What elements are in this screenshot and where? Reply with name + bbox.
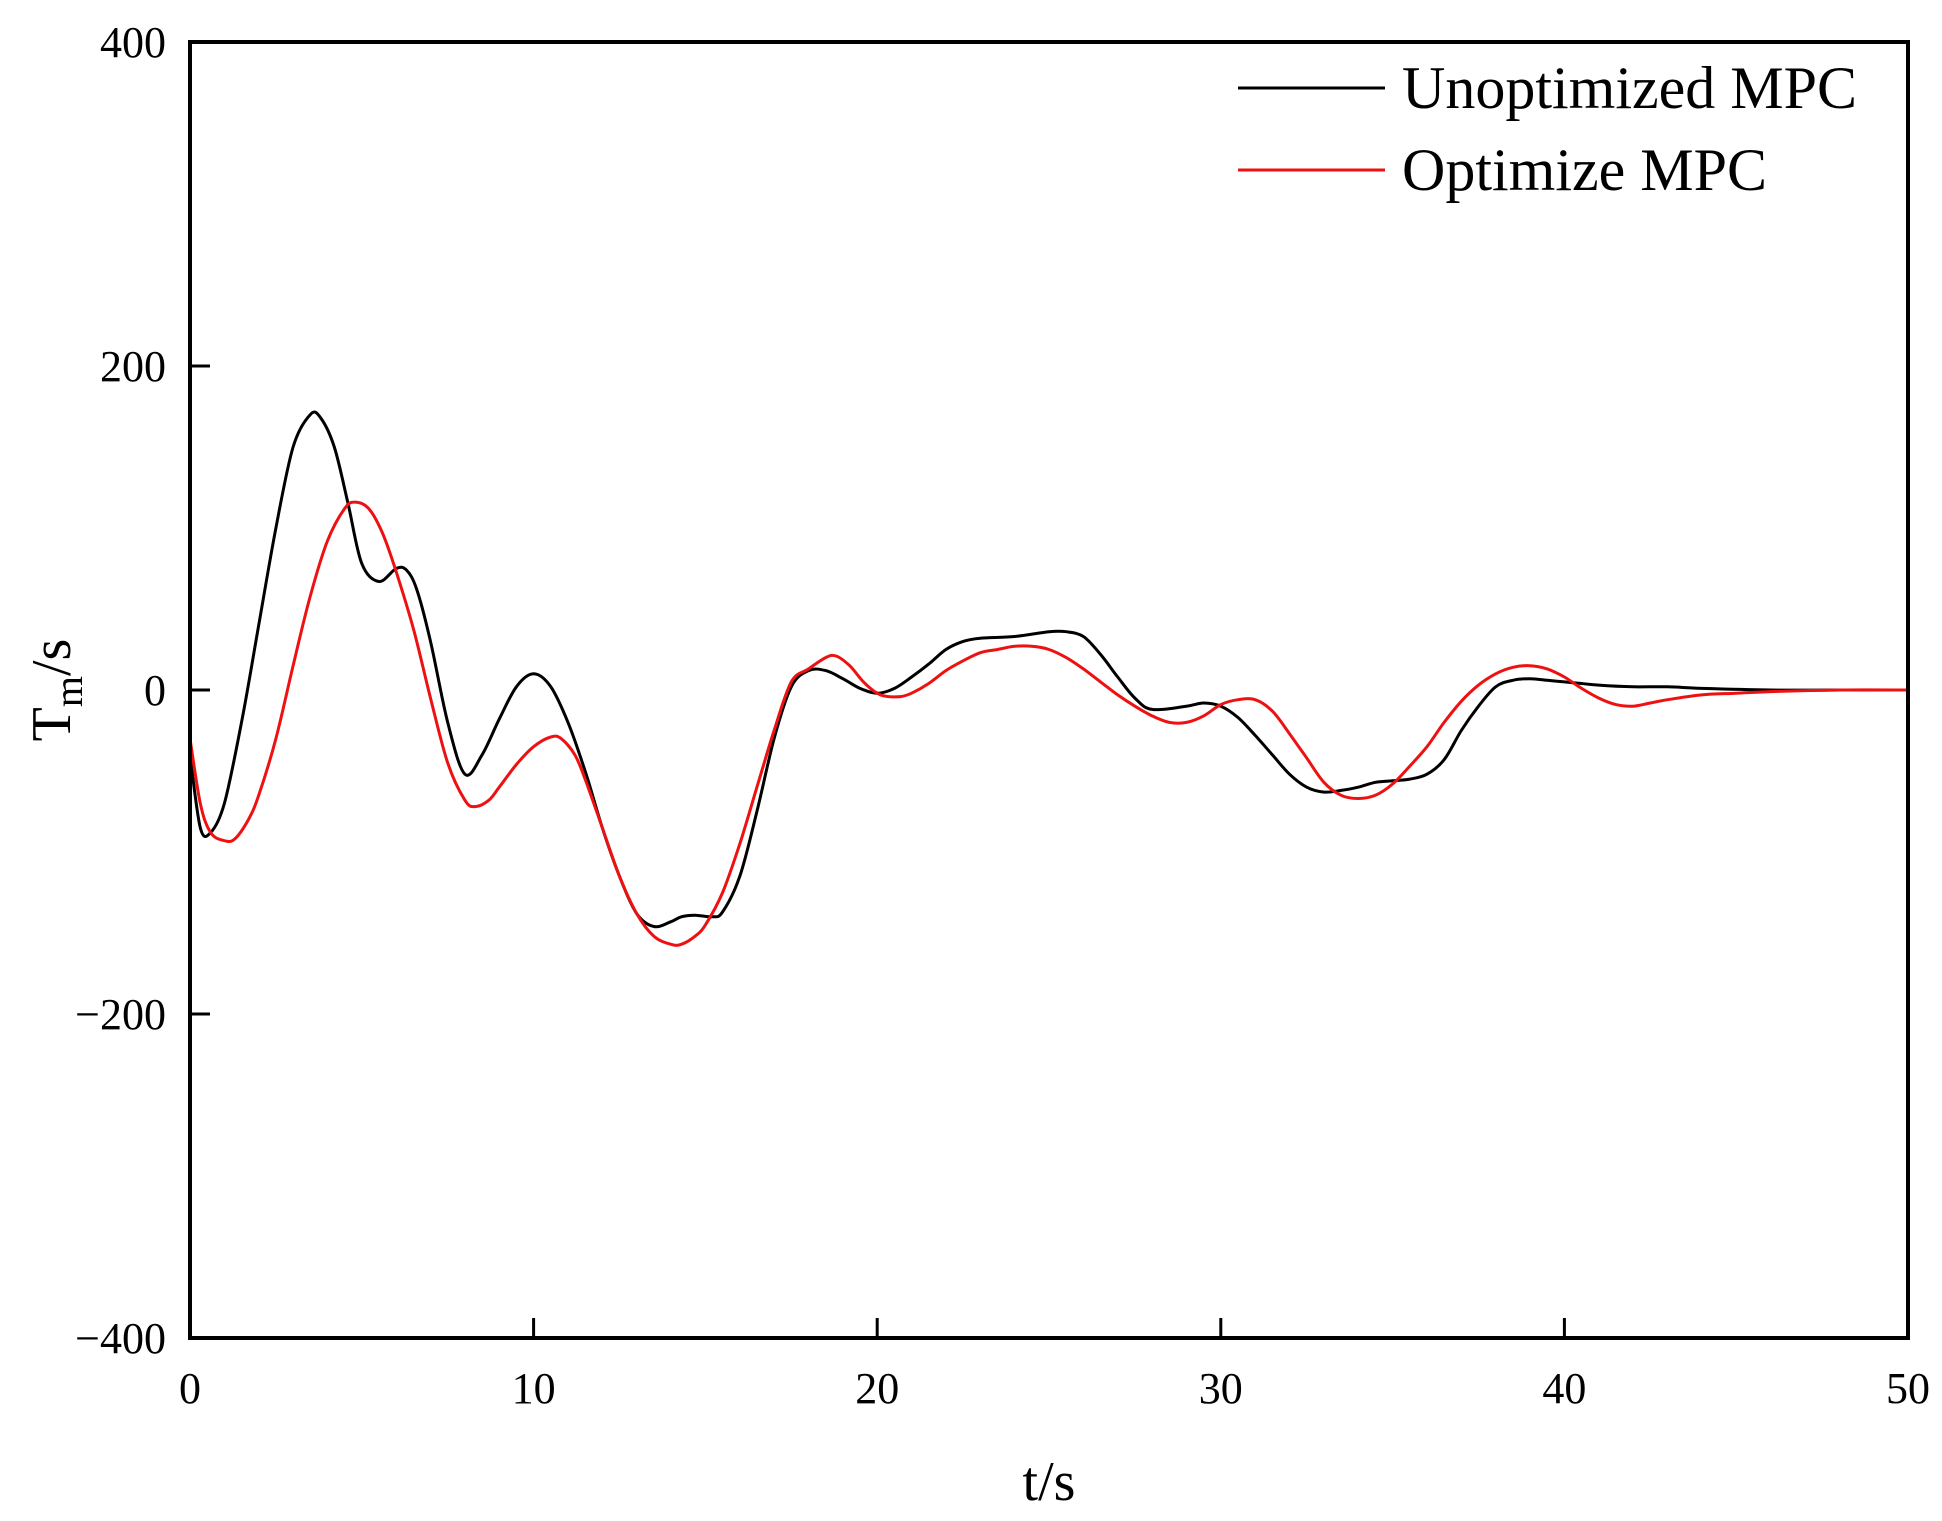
- x-tick-label: 20: [855, 1364, 899, 1413]
- y-tick-label: 0: [144, 666, 166, 715]
- y-tick-label: −200: [75, 990, 166, 1039]
- y-tick-label: 400: [100, 18, 166, 67]
- legend-label: Optimize MPC: [1402, 137, 1767, 203]
- series-line-optimize-mpc: [188, 500, 1909, 947]
- y-tick-label: −400: [75, 1314, 166, 1363]
- y-axis-title: Tm/s: [21, 639, 91, 742]
- y-axis-title-suffix: /s: [21, 639, 83, 676]
- axis-ticks: 0 10 20 30 40 50 −400 −200 0 200 400: [75, 18, 1930, 1413]
- x-tick-label: 0: [179, 1364, 201, 1413]
- plot-frame: [188, 40, 1910, 1340]
- x-tick-label: 10: [512, 1364, 556, 1413]
- series-line-unoptimized-mpc: [188, 410, 1908, 929]
- legend-label: Unoptimized MPC: [1402, 55, 1857, 121]
- y-axis-title-main: T: [21, 707, 83, 741]
- x-axis-title: t/s: [1023, 1451, 1076, 1513]
- y-axis-title-subscript: m: [46, 676, 91, 707]
- x-tick-label: 40: [1542, 1364, 1586, 1413]
- series-layer: [188, 410, 1909, 947]
- y-tick-label: 200: [100, 342, 166, 391]
- legend: Unoptimized MPC Optimize MPC: [1238, 55, 1857, 203]
- x-tick-label: 50: [1886, 1364, 1930, 1413]
- x-tick-label: 30: [1199, 1364, 1243, 1413]
